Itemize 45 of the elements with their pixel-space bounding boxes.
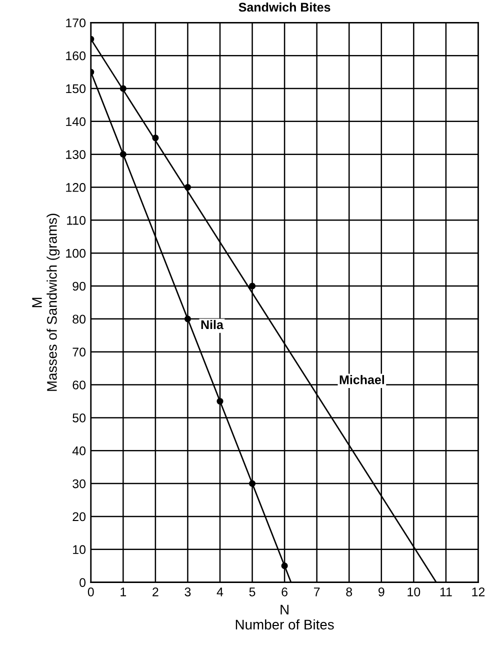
point: [120, 85, 126, 92]
series-label: Nila: [201, 320, 224, 330]
x-tick-label: 8: [346, 587, 352, 596]
y-tick-label: 110: [67, 216, 86, 225]
x-axis-title: N Number of Bites: [236, 604, 334, 630]
y-tick-label: 30: [72, 479, 86, 488]
x-tick-label: 9: [378, 587, 384, 596]
y-tick-label: 0: [80, 578, 86, 587]
y-axis-title: M Masses of Sandwich (grams): [32, 214, 60, 391]
y-tick-label: 170: [66, 18, 86, 28]
x-tick-label: 6: [282, 587, 288, 596]
x-tick-label: 4: [216, 588, 224, 596]
x-tick-label: 0: [88, 587, 94, 596]
chart-title: Sandwich Bites: [238, 2, 330, 12]
y-tick-label: 100: [66, 248, 86, 258]
x-tick-label: 10: [408, 587, 420, 596]
x-tick-label: 3: [184, 587, 191, 596]
x-tick-label: 5: [249, 588, 256, 596]
point: [248, 282, 256, 290]
point: [281, 562, 288, 570]
point: [184, 316, 192, 322]
x-tick-label: 2: [152, 587, 158, 596]
y-tick-label: 160: [66, 51, 86, 60]
y-tick-label: 50: [72, 413, 86, 422]
y-tick-label: 20: [72, 512, 86, 522]
x-tick-label: 7: [314, 588, 320, 596]
point: [216, 398, 224, 405]
y-tick-label: 150: [66, 84, 86, 94]
y-tick-label: 140: [66, 117, 86, 126]
point: [152, 134, 159, 142]
y-tick-label: 60: [72, 380, 86, 390]
point: [248, 480, 256, 487]
y-tick-label: 40: [72, 446, 86, 456]
y-tick-label: 90: [72, 282, 86, 291]
y-tick-label: 70: [72, 348, 86, 357]
x-tick-label: 1: [120, 588, 126, 596]
point: [184, 184, 192, 191]
y-tick-label: 130: [66, 150, 86, 159]
point: [120, 151, 126, 158]
y-tick-label: 120: [66, 183, 86, 192]
series-label: Michael: [340, 375, 384, 384]
y-tick-label: 80: [72, 314, 86, 324]
x-tick-label: 11: [440, 588, 452, 596]
x-tick-label: 12: [472, 587, 485, 596]
y-tick-label: 10: [73, 545, 86, 554]
